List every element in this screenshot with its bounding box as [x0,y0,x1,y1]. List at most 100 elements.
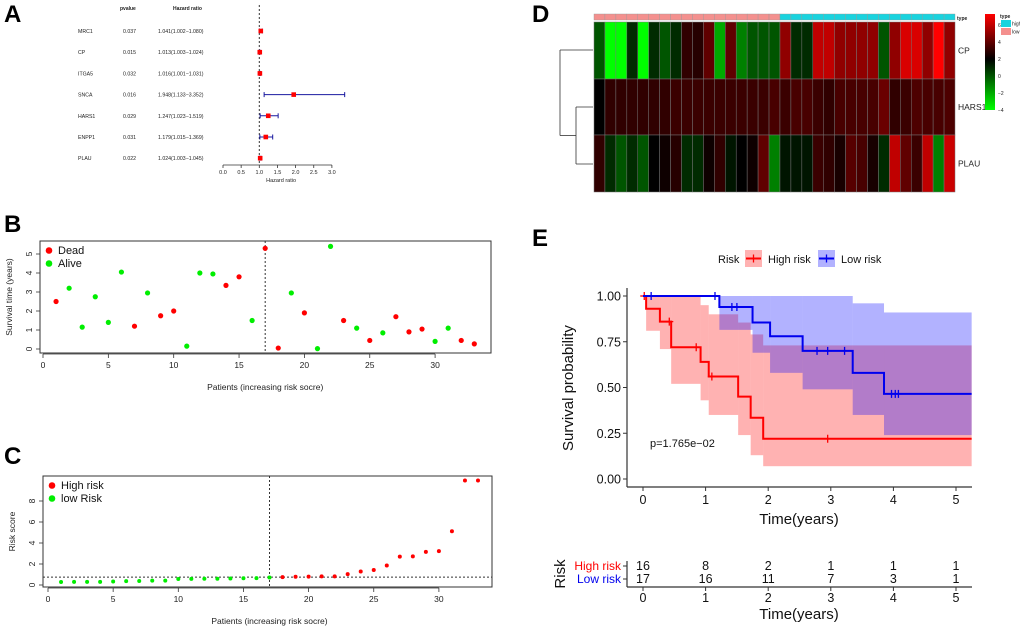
heatmap-cell [900,78,912,136]
data-point [410,554,415,559]
column-header-pvalue: pvalue [120,6,136,12]
gene-label: MRC1 [78,29,93,35]
x-tick-label: 2.0 [292,170,300,176]
x-tick-label: 15 [234,360,244,370]
legend-marker [45,260,53,267]
at-risk-count: 16 [636,559,650,573]
annotation-cell [790,13,803,21]
x-tick-label: 3.0 [328,170,336,176]
y-tick-label: 0.00 [597,473,621,487]
hazard-ratio-point [257,155,263,161]
data-point [262,245,268,251]
legend-label: low [1012,30,1020,36]
hazard-ratio-point [291,92,297,97]
at-risk-count: 1 [827,559,834,573]
heatmap-cell [801,134,814,193]
survival-status-plot: 0 5 10 15 20 25 30 0 1 2 3 4 5 Patients (increasing r… [4,240,492,392]
x-tick-label: 1.0 [255,170,263,176]
pvalue-label: 0.037 [123,29,136,35]
heatmap-cell [714,78,726,136]
plot-frame [42,475,493,588]
annotation-cell [845,13,857,21]
y-tick-label: 0 [24,346,34,351]
heatmap-cell [889,78,901,136]
heatmap-cell [604,134,617,193]
data-point [184,343,190,349]
annotation-cell [648,13,660,21]
heatmap-cell [725,21,737,80]
data-point [449,529,454,534]
heatmap-cell [910,78,923,136]
heatmap-cell [648,21,660,80]
heatmap-cell [878,134,890,193]
at-risk-count: 1 [953,559,960,573]
data-point [111,579,116,584]
data-point [397,554,402,559]
heatmap-cell [867,21,879,80]
heatmap-cell [900,134,912,193]
heatmap-cell [834,78,846,136]
heatmap-cell [757,78,770,136]
heatmap-cell [659,78,671,136]
legend-marker [48,482,56,489]
annotation-cell [801,13,813,21]
heatmap-cell [768,78,781,136]
at-risk-count: 17 [636,572,650,586]
y-tick-label: 8 [27,498,37,503]
heatmap-cell [670,78,682,136]
hazard-ratio-point [257,71,263,76]
panel-labels: A B C D E [4,1,549,470]
heatmap-cell [670,21,682,80]
data-point [158,313,164,319]
x-tick-label: 10 [169,360,179,370]
heatmap-cell [626,21,639,80]
confidence-band [770,296,803,373]
annotation-cell [921,13,934,21]
hazard-ratio-label: 1.179(1.015−1.369) [158,135,204,141]
heatmap-cell [659,134,671,193]
heatmap-cell [856,134,868,193]
at-risk-count: 7 [827,572,834,586]
hazard-ratio-point [257,49,263,55]
data-point [223,282,229,288]
colorbar-tick-label: 0 [998,74,1001,80]
x-tick-label: 5 [106,360,111,370]
data-point [53,298,59,305]
at-risk-count: 8 [702,559,709,573]
x-axis-label: Time(years) [759,511,838,528]
heatmap-cell [921,21,934,80]
at-risk-count: 11 [762,572,775,586]
colorbar-tick-label: −4 [998,108,1004,114]
legend-title: type [1000,14,1011,20]
heatmap-cell [768,21,781,80]
heatmap-cell [692,21,704,80]
heatmap-cell [615,78,628,136]
survival-curve-low-risk [643,295,972,395]
y-tick-label: 1.00 [597,290,621,304]
heatmap-cell [615,21,628,80]
legend-title: Risk [718,254,740,266]
heatmap-cell [867,78,879,136]
heatmap-cell [604,21,617,80]
hazard-ratio-point [263,134,269,140]
heatmap-cell [779,78,792,136]
row-label: CP [958,46,970,56]
row-label: HARS1 [958,102,987,112]
data-point [254,576,259,581]
annotation-cell [823,13,835,21]
annotation-cell [812,13,824,21]
confidence-band [738,322,751,436]
heatmap-cell [889,21,901,80]
hazard-ratio-label: 1.013(1.003−1.024) [158,50,204,56]
data-point [406,329,412,335]
annotation-cell [703,13,715,21]
colorbar-tick-label: 4 [998,40,1001,46]
x-tick-label: 10 [174,594,184,604]
heatmap-cell [834,21,846,80]
data-point [210,271,216,277]
colorbar-tick-label: 6 [998,23,1001,29]
heatmap-cell [692,134,704,193]
x-tick-label: 15 [239,594,249,604]
x-axis-label: Hazard ratio [266,178,296,184]
